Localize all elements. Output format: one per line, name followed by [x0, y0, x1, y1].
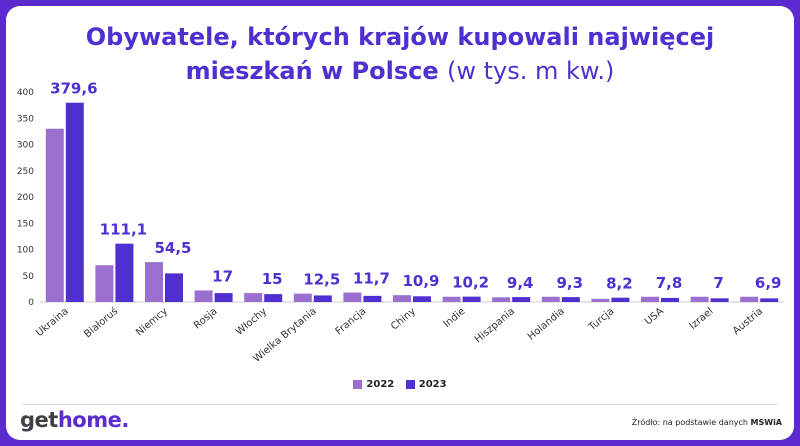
category-label: Izrael [687, 306, 715, 332]
bar-2022 [145, 262, 163, 302]
y-tick-label: 0 [28, 298, 34, 308]
bar-2023 [561, 297, 580, 302]
y-tick-label: 200 [17, 193, 34, 203]
data-label: 7 [713, 274, 723, 292]
logo-text-get: get [20, 408, 58, 432]
bar-2023 [760, 298, 779, 302]
source-note: Źródło: na podstawie danych MSWiA [632, 418, 782, 427]
category-label: Rosja [192, 306, 220, 332]
title-bold-part: mieszkań w Polsce [185, 57, 439, 85]
legend-item-2022: 2022 [353, 379, 394, 390]
data-label: 7,8 [656, 274, 683, 292]
source-bold: MSWiA [750, 418, 782, 427]
category-label: Chiny [389, 306, 418, 333]
y-tick-label: 300 [17, 141, 34, 151]
data-label: 379,6 [50, 80, 97, 98]
y-tick-label: 100 [17, 246, 34, 256]
source-text: Źródło: na podstawie danych [631, 418, 748, 427]
bar-2022 [343, 292, 362, 302]
bar-2023 [462, 296, 481, 302]
data-label: 6,9 [755, 274, 782, 292]
bar-2023 [165, 273, 183, 302]
bar-2023 [214, 293, 233, 302]
bar-2023 [65, 102, 84, 303]
title-line-1: Obywatele, których krajów kupowali najwi… [85, 23, 715, 51]
bar-2022 [393, 295, 411, 302]
legend-item-2023: 2023 [405, 379, 447, 390]
category-label: Włochy [234, 306, 269, 338]
category-label: Hiszpania [473, 306, 517, 346]
bar-2022 [45, 128, 64, 302]
data-label: 9,3 [557, 274, 584, 292]
bar-2022 [95, 265, 114, 302]
chart-card: Obywatele, których krajów kupowali najwi… [6, 6, 794, 440]
bar-chart: 0 50 100 150 200 250 300 350 400 379,6 Ukraina 111,… [17, 80, 784, 365]
category-label: Austria [731, 306, 765, 337]
category-label: Indie [442, 306, 468, 330]
data-label: 8,2 [606, 275, 633, 293]
bar-2023 [512, 297, 531, 302]
bar-2022 [740, 296, 759, 302]
logo-text-home: home. [57, 408, 129, 432]
bar-2022 [194, 290, 213, 302]
bar-2023 [611, 297, 630, 302]
data-label: 54,5 [154, 239, 191, 257]
category-label: Niemcy [134, 306, 170, 339]
data-label: 11,7 [353, 270, 390, 288]
y-tick-label: 350 [17, 114, 34, 124]
bar-2023 [661, 297, 679, 302]
bar-2022 [293, 293, 312, 302]
legend-swatch-2022 [353, 380, 363, 389]
chart-title: Obywatele, których krajów kupowali najwi… [6, 20, 794, 88]
data-label: 12,5 [303, 271, 340, 289]
title-line-2: mieszkań w Polsce (w tys. m kw.) [6, 54, 794, 88]
category-label: Ukraina [34, 306, 71, 339]
bar-2022 [541, 296, 560, 302]
category-label: Białoruś [82, 305, 121, 340]
legend-label-2022: 2022 [366, 379, 395, 390]
y-tick-label: 400 [17, 88, 34, 98]
data-label: 111,1 [100, 221, 147, 239]
bar-2022 [442, 296, 461, 302]
category-label: Francja [334, 306, 369, 338]
data-label: 9,4 [507, 274, 534, 292]
bar-2022 [591, 298, 610, 302]
bar-2023 [413, 296, 431, 302]
legend: 2022 2023 [6, 379, 794, 392]
bar-2023 [115, 243, 134, 302]
bar-2022 [244, 293, 263, 302]
category-label: USA [643, 306, 666, 328]
bar-2022 [492, 297, 511, 302]
title-unit: (w tys. m kw.) [447, 57, 615, 85]
y-tick-label: 150 [17, 219, 34, 229]
data-label: 17 [212, 267, 233, 285]
y-tick-label: 250 [17, 167, 34, 177]
data-label: 15 [262, 270, 283, 288]
bar-2023 [710, 298, 729, 302]
category-label: Holandia [526, 306, 567, 343]
footer-divider [22, 404, 778, 405]
data-label: 10,2 [452, 274, 489, 292]
category-label: Turcja [586, 306, 616, 334]
gethome-logo: gethome. [20, 408, 129, 432]
bar-2023 [313, 295, 332, 302]
bar-2022 [690, 296, 709, 302]
y-tick-label: 50 [23, 272, 35, 282]
data-label: 10,9 [402, 272, 439, 290]
bar-2022 [641, 296, 659, 302]
bar-2023 [264, 294, 283, 302]
legend-swatch-2023 [405, 380, 415, 389]
bar-2023 [363, 295, 382, 302]
legend-label-2023: 2023 [418, 379, 447, 390]
